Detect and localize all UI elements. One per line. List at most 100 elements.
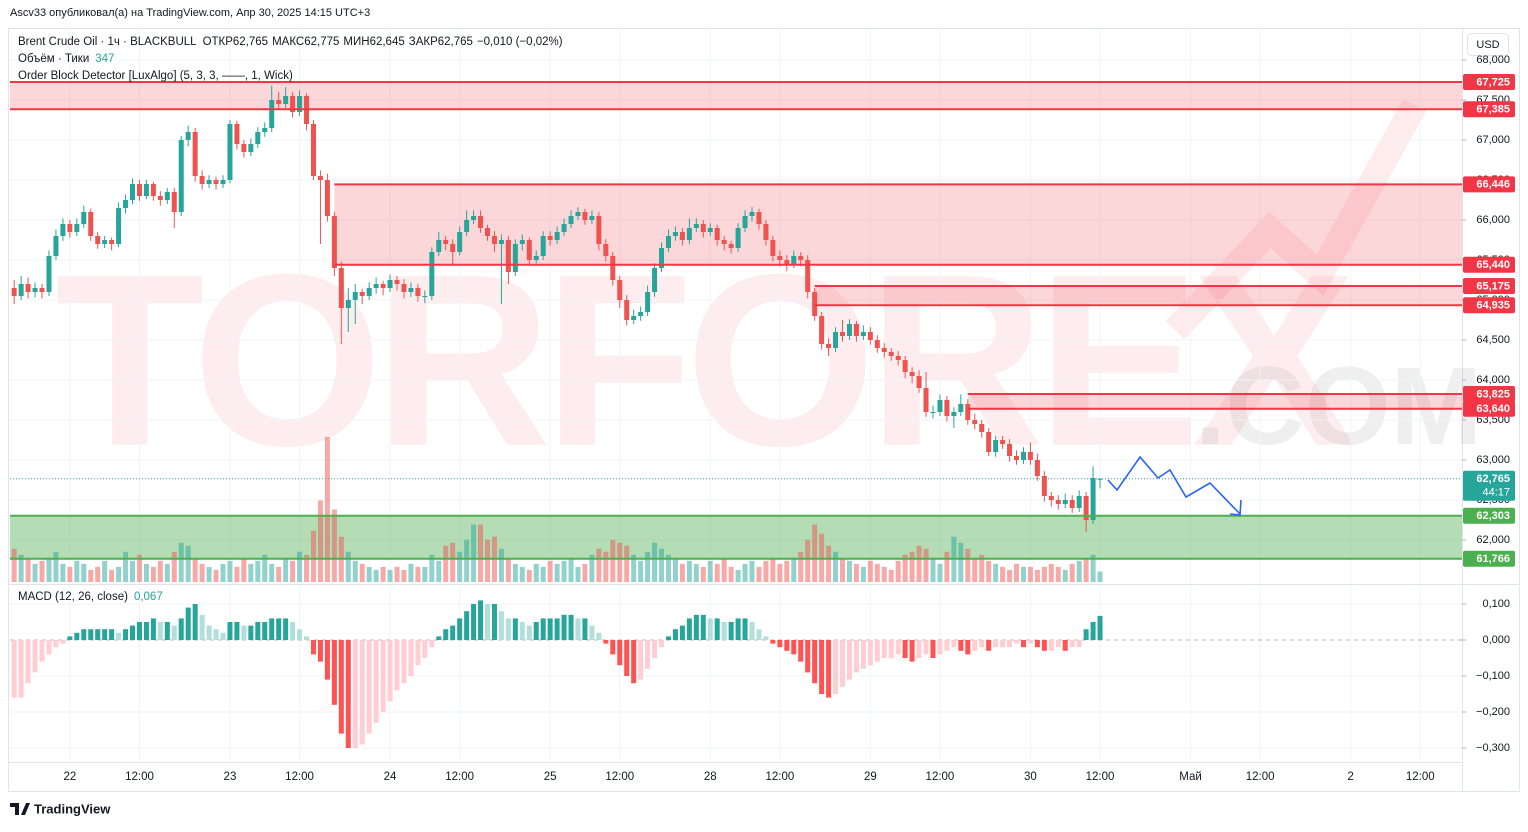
volume-bar [401, 569, 407, 582]
candle-body [178, 140, 184, 212]
volume-bar [1090, 554, 1096, 582]
candle-body [387, 280, 393, 288]
volume-bar [116, 566, 122, 582]
ohlc-label: ОТКР [203, 36, 234, 48]
candle-body [109, 240, 115, 244]
volume-bar [1000, 566, 1006, 582]
y-tick-label: 67,000 [1476, 134, 1510, 146]
candle-body [784, 260, 790, 264]
volume-bar [67, 566, 73, 582]
macd-bar [171, 625, 177, 641]
macd-bar [624, 640, 630, 677]
volume-bar [617, 542, 623, 582]
volume-bar [714, 563, 720, 582]
candle-body [812, 292, 818, 316]
candle-body [67, 224, 73, 232]
candle-body [53, 236, 59, 256]
candle-body [881, 348, 887, 352]
volume-bar [693, 563, 699, 582]
macd-bar [234, 622, 240, 641]
candle-body [888, 352, 894, 356]
volume-bar [227, 560, 233, 582]
macd-bar [512, 618, 518, 641]
ohlc-value: 62,765 [438, 36, 473, 48]
macd-bar [220, 632, 226, 641]
x-tick-label: 30 [1024, 771, 1037, 783]
macd-bar [742, 618, 748, 641]
volume-bar [728, 566, 734, 582]
macd-bar [714, 618, 720, 641]
last-price-box [1463, 470, 1515, 501]
candle-body [478, 216, 484, 228]
candle-body [408, 288, 414, 292]
volume-bar [478, 524, 484, 582]
volume-bar [846, 560, 852, 582]
macd-bar [721, 622, 727, 641]
macd-bar [331, 640, 337, 705]
volume-bar [700, 566, 706, 582]
macd-bar [1062, 640, 1068, 651]
candle-body [833, 332, 839, 348]
macd-bar [944, 640, 950, 651]
macd-bar [471, 604, 477, 641]
price-label-box [1463, 74, 1515, 90]
volume-bar [498, 548, 504, 582]
zones [10, 82, 1462, 559]
ohlc-value: 62,765 [233, 36, 268, 48]
candle-body [582, 212, 588, 220]
x-tick-label: 29 [864, 771, 877, 783]
macd-bar [359, 640, 365, 745]
volume-bar [81, 563, 87, 582]
currency-button[interactable]: USD [1467, 33, 1509, 56]
volume-bar [665, 554, 671, 582]
candle-body [895, 356, 901, 360]
candle-body [972, 420, 978, 424]
macd-bar [826, 640, 832, 698]
volume-bar [770, 557, 776, 582]
candle-body [624, 300, 630, 320]
volume-bar [645, 551, 651, 582]
macd-bar [979, 640, 985, 648]
ohlc-label: ЗАКР [409, 36, 438, 48]
macd-bar [1041, 640, 1047, 651]
candle-body [464, 220, 470, 232]
volume-bar [471, 524, 477, 582]
macd-bar [130, 625, 136, 641]
x-tick-label: 28 [704, 771, 717, 783]
candle-body [1027, 452, 1033, 460]
currency-button-label[interactable]: USD [1476, 39, 1499, 51]
price-label-box [1463, 297, 1515, 314]
macd-bar [241, 625, 247, 641]
macd-bar [1007, 640, 1013, 648]
macd-bar [895, 640, 901, 655]
macd-bar [1020, 640, 1026, 648]
volume-bar [283, 557, 289, 582]
candle-body [603, 244, 609, 256]
macd-bar [833, 640, 839, 695]
macd-bar [519, 622, 525, 641]
macd-bar [464, 611, 470, 641]
currency-button-box[interactable] [1467, 33, 1509, 56]
x-tick-label: 12:00 [605, 771, 634, 783]
order-block [814, 286, 1462, 306]
macd-bar [88, 629, 94, 641]
macd-bar [401, 640, 407, 684]
macd-bar [909, 640, 915, 662]
volume-bar [596, 548, 602, 582]
candle-body [686, 228, 692, 240]
candle-body [150, 184, 156, 196]
candle-body [206, 180, 212, 184]
candle-body [310, 124, 316, 176]
price-label: 64,935 [1476, 300, 1510, 312]
volume-bar [881, 566, 887, 582]
y-tick-label: 68,000 [1476, 54, 1510, 66]
y-tick-label: 62,000 [1476, 534, 1510, 546]
volume-bar [1014, 563, 1020, 582]
volume-bar [512, 563, 518, 582]
macd-bar [645, 640, 651, 669]
price-label-box [1463, 550, 1515, 567]
x-tick-label: 22 [63, 771, 76, 783]
volume-bar [136, 554, 142, 582]
candle-body [359, 292, 365, 296]
macd-bar [304, 636, 310, 641]
